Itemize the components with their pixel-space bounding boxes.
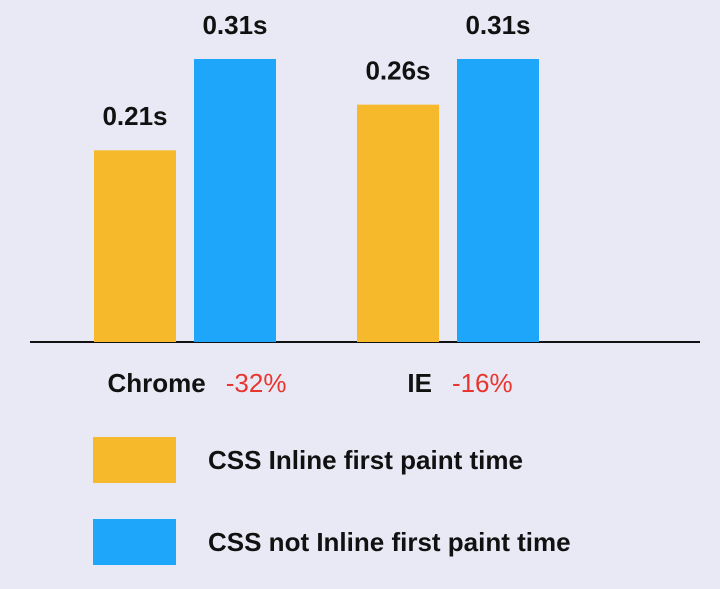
legend-label: CSS Inline first paint time (208, 445, 523, 475)
bar (94, 150, 176, 342)
category-name: Chrome (108, 368, 206, 398)
legend-swatch (93, 437, 176, 483)
category-note: -16% (452, 368, 513, 398)
bar (194, 59, 276, 342)
value-label: 0.31s (465, 10, 530, 40)
value-label: 0.26s (365, 56, 430, 86)
value-label: 0.31s (202, 10, 267, 40)
category-note: -32% (226, 368, 287, 398)
legend-swatch (93, 519, 176, 565)
value-label: 0.21s (102, 101, 167, 131)
bar (357, 104, 439, 342)
bar (457, 59, 539, 342)
category-label: IE -16% (407, 368, 512, 398)
category-label: Chrome -32% (108, 368, 287, 398)
legend-label: CSS not Inline first paint time (208, 527, 571, 557)
category-name: IE (407, 368, 432, 398)
